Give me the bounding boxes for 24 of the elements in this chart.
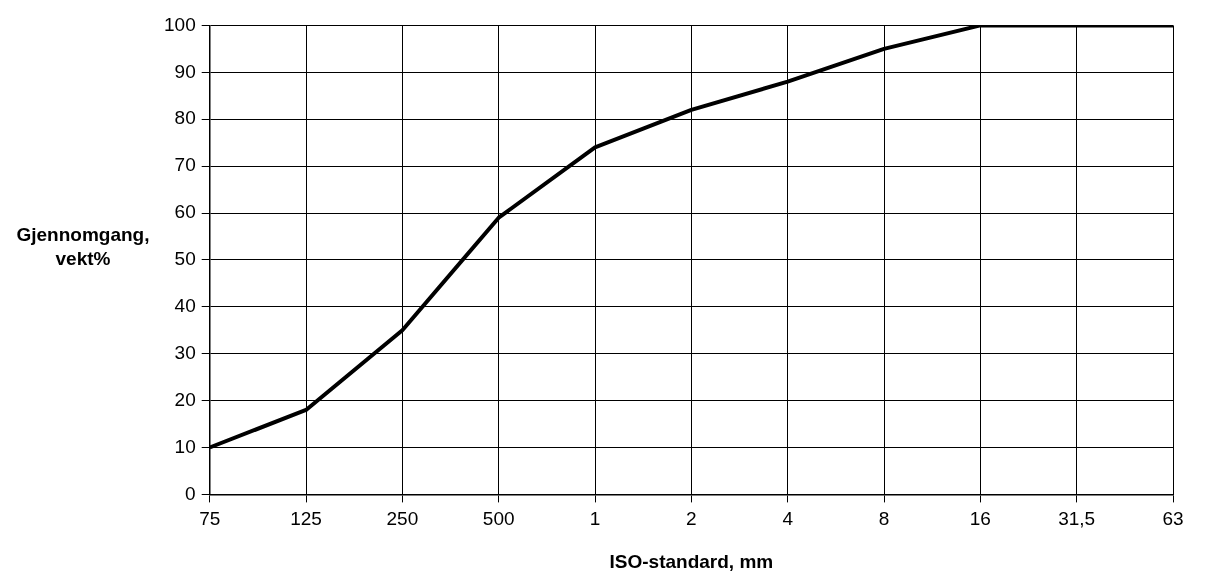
x-tick-label: 63	[1162, 508, 1184, 530]
y-tick-label: 90	[174, 60, 196, 82]
y-axis-title: Gjennomgang, vekt%	[15, 223, 151, 271]
x-tick-label: 75	[199, 508, 221, 530]
y-tick-label: 40	[174, 295, 196, 317]
y-tick-label: 0	[185, 482, 196, 504]
y-tick-label: 60	[174, 201, 196, 223]
x-tick-label: 2	[686, 508, 697, 530]
y-tick-label: 30	[174, 341, 196, 363]
y-tick-label: 80	[174, 107, 196, 129]
x-tick-label: 250	[386, 508, 419, 530]
x-tick-label: 4	[782, 508, 794, 530]
y-tick-label: 20	[174, 388, 196, 410]
y-tick-label: 70	[174, 154, 196, 176]
y-tick-label: 10	[174, 435, 196, 457]
y-tick-label: 100	[164, 13, 196, 35]
x-tick-label: 31,5	[1058, 508, 1096, 530]
x-tick-label: 8	[878, 508, 890, 530]
x-tick-label: 1	[589, 508, 601, 530]
x-tick-label: 16	[969, 508, 991, 530]
x-axis-title: ISO-standard, mm	[609, 550, 774, 572]
x-tick-label: 125	[290, 508, 322, 530]
x-tick-label: 500	[482, 508, 515, 530]
y-tick-label: 50	[174, 248, 196, 270]
